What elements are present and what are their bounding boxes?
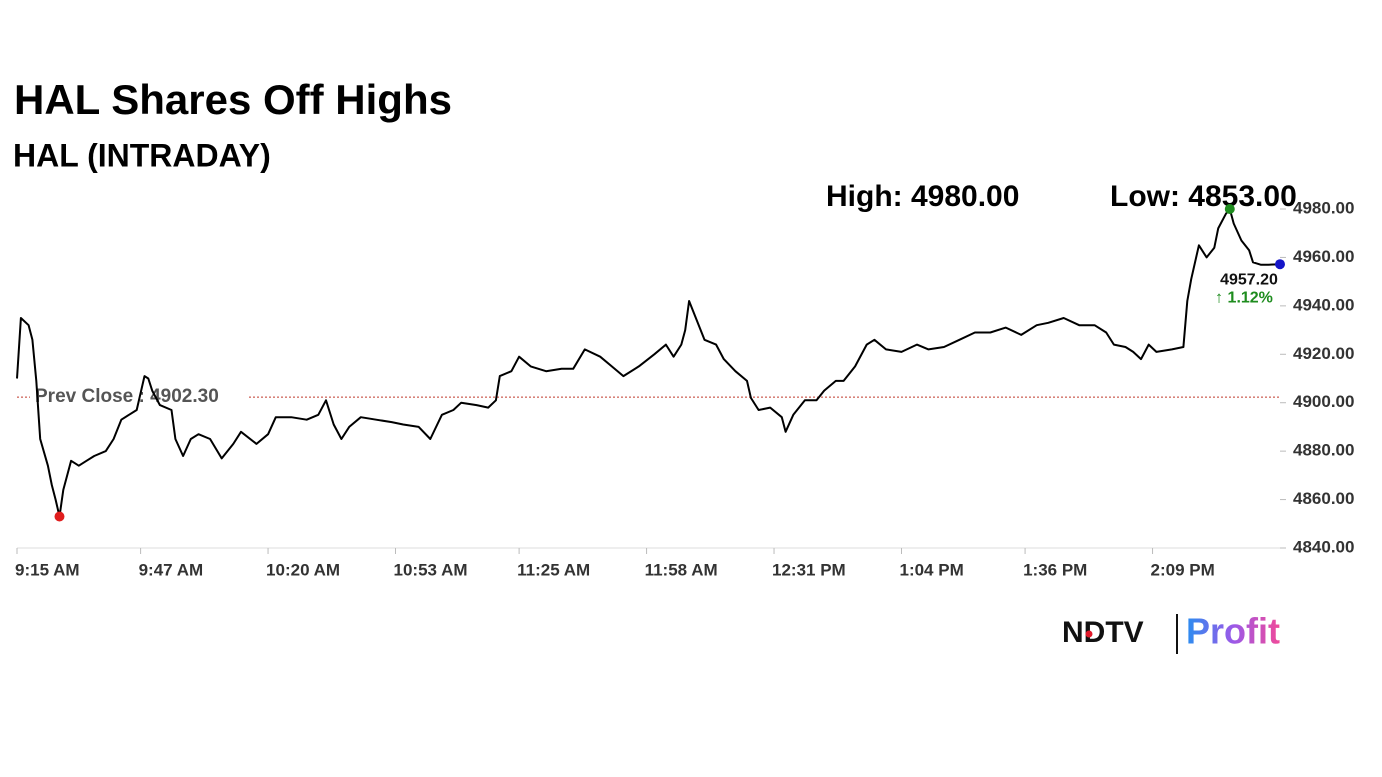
- x-tick-label: 9:47 AM: [139, 560, 204, 579]
- last-marker: [1275, 259, 1285, 270]
- last-value-label: 4957.20: [1220, 271, 1278, 288]
- x-tick-label: 1:36 PM: [1023, 560, 1087, 579]
- x-tick-label: 10:53 AM: [394, 560, 468, 579]
- x-tick-label: 11:58 AM: [645, 560, 718, 579]
- low-label: Low: 4853.00: [1110, 180, 1297, 213]
- x-tick-label: 1:04 PM: [899, 560, 963, 579]
- low-marker: [54, 511, 65, 522]
- y-tick-label: 4940.00: [1293, 295, 1354, 314]
- prev-close-label: Prev Close : 4902.30: [35, 386, 219, 407]
- x-tick-label: 2:09 PM: [1151, 560, 1215, 579]
- x-tick-label: 11:25 AM: [517, 560, 590, 579]
- y-tick-label: 4920.00: [1293, 344, 1354, 363]
- x-tick-label: 10:20 AM: [266, 560, 340, 579]
- high-marker: [1224, 204, 1235, 214]
- chart-subtitle: HAL (INTRADAY): [13, 137, 271, 173]
- brand-dot: [1085, 630, 1093, 638]
- x-tick-label: 9:15 AM: [15, 560, 80, 579]
- brand: NDTV Profit: [1062, 611, 1280, 654]
- brand-profit: Profit: [1186, 611, 1280, 652]
- last-change-label: ↑ 1.12%: [1215, 289, 1273, 306]
- y-tick-label: 4980.00: [1293, 198, 1354, 217]
- y-tick-label: 4960.00: [1293, 247, 1354, 266]
- high-label: High: 4980.00: [826, 180, 1019, 213]
- y-tick-label: 4840.00: [1293, 537, 1354, 556]
- price-line: [16, 208, 1281, 518]
- brand-ndtv: NDTV: [1062, 616, 1144, 649]
- chart-title: HAL Shares Off Highs: [14, 76, 452, 123]
- y-tick-label: 4880.00: [1293, 441, 1354, 460]
- y-tick-label: 4860.00: [1293, 489, 1354, 508]
- x-tick-label: 12:31 PM: [772, 560, 846, 579]
- y-tick-label: 4900.00: [1293, 392, 1354, 411]
